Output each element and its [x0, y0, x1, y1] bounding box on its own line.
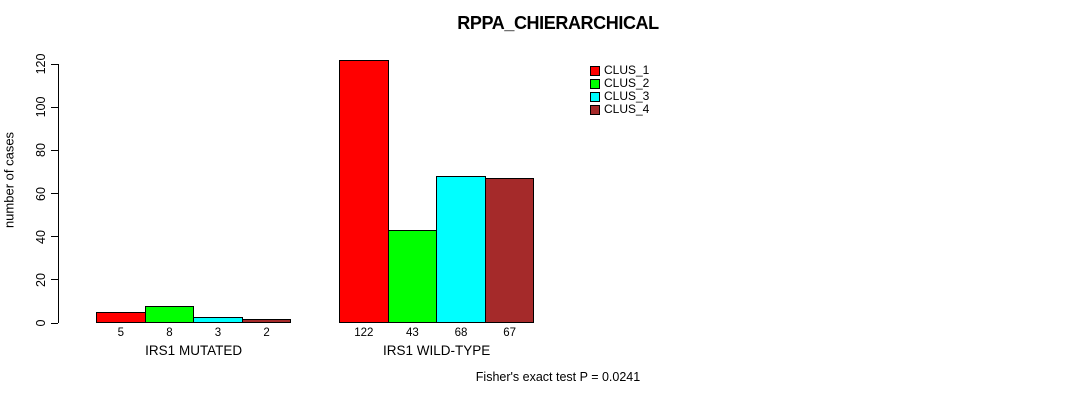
bar-clus_1-1: [96, 312, 146, 323]
legend-item-clus_4: CLUS_4: [590, 102, 650, 116]
bar-value-label: 43: [405, 327, 419, 339]
y-axis-tick: [51, 149, 58, 151]
y-axis-tick: [51, 322, 58, 324]
caption: Fisher's exact test P = 0.0241: [475, 370, 641, 384]
y-tick-label: 100: [34, 96, 48, 118]
y-axis-tick: [51, 63, 58, 65]
bar-clus_1-2: [339, 59, 389, 323]
bar-value-label: 5: [117, 327, 124, 339]
y-tick-label: 40: [34, 229, 48, 244]
bar-value-label: 2: [263, 327, 270, 339]
legend-item-clus_1: CLUS_1: [590, 63, 650, 77]
bar-value-label: 3: [214, 327, 222, 339]
bar-value-label: 122: [354, 327, 374, 339]
bar-clus_4-2: [484, 178, 535, 323]
y-axis-tick: [51, 236, 58, 238]
bar-value-label: 68: [454, 327, 468, 339]
bar-clus_4-1: [241, 318, 292, 323]
legend-item-clus_3: CLUS_3: [590, 89, 650, 103]
legend-item-clus_2: CLUS_2: [590, 76, 650, 90]
y-tick-label: 20: [34, 272, 48, 287]
bar-value-label: 8: [166, 327, 173, 339]
y-tick-label: 80: [34, 143, 48, 158]
legend-label: CLUS_4: [604, 102, 650, 116]
bar-value-label: 67: [503, 327, 516, 339]
legend-label: CLUS_2: [604, 76, 650, 90]
bar-clus_2-2: [387, 230, 438, 323]
legend-label: CLUS_3: [604, 89, 650, 103]
legend-label: CLUS_1: [604, 63, 650, 77]
y-tick-label: 60: [34, 186, 48, 201]
y-tick-label: 0: [34, 319, 48, 327]
y-axis-tick: [51, 106, 58, 108]
group-label: IRS1 WILD-TYPE: [383, 343, 491, 358]
bar-clus_2-1: [144, 305, 195, 323]
y-tick-label: 120: [34, 53, 48, 75]
y-axis-line: [58, 64, 59, 323]
y-axis-tick: [51, 279, 58, 281]
y-axis-tick: [51, 193, 58, 194]
legend-swatch-clus_2: [590, 78, 600, 89]
bar-clus_3-1: [193, 316, 243, 323]
legend-swatch-clus_3: [590, 91, 600, 102]
chart-title: RPPA_CHIERARCHICAL: [457, 13, 659, 33]
bar-clus_3-2: [436, 176, 486, 323]
group-label: IRS1 MUTATED: [145, 343, 243, 358]
legend-swatch-clus_1: [590, 65, 600, 76]
legend-swatch-clus_4: [590, 104, 600, 115]
